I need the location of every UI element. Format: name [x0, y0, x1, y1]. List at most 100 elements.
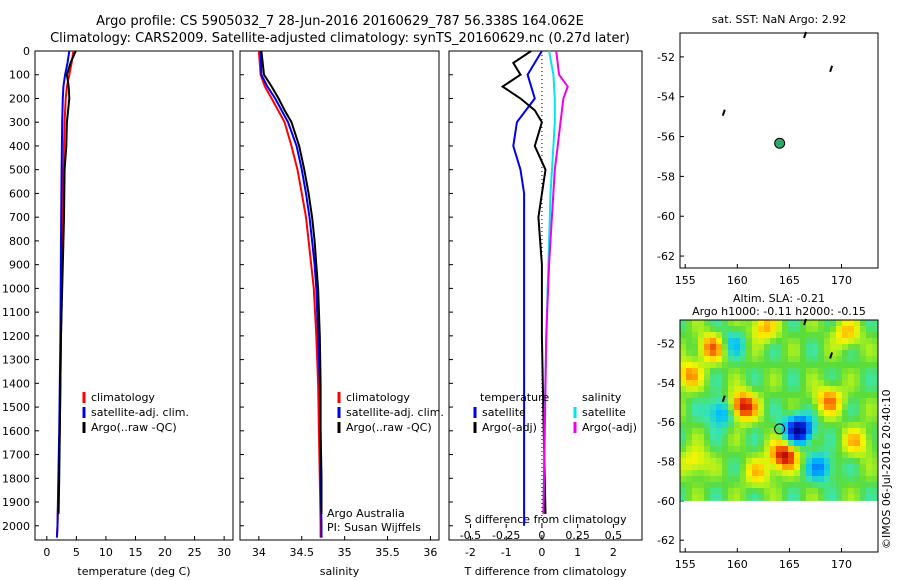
sla-heatmap-cell	[698, 392, 704, 398]
temperature-x-tick-label: 10	[99, 546, 113, 559]
sla-heatmap-cell	[854, 488, 860, 494]
sla-heatmap-cell	[806, 320, 812, 326]
sla-heatmap-cell	[716, 392, 722, 398]
sla-heatmap-cell	[776, 458, 782, 464]
sla-heatmap-cell	[866, 326, 872, 332]
sla-heatmap-cell	[800, 482, 806, 488]
sla-heatmap-cell	[818, 380, 824, 386]
sla-heatmap-cell	[782, 446, 788, 452]
sla-heatmap-cell	[848, 362, 854, 368]
sla-heatmap-cell	[776, 344, 782, 350]
sla-heatmap-cell	[752, 416, 758, 422]
sla-heatmap-cell	[788, 494, 794, 500]
depth-tick-label: 1400	[2, 377, 30, 390]
sla-heatmap-cell	[806, 500, 812, 501]
sla-heatmap-cell	[764, 500, 770, 501]
sla-heatmap-cell	[680, 350, 686, 356]
sla-heatmap-cell	[788, 464, 794, 470]
sla-heatmap-cell	[680, 494, 686, 500]
sla-heatmap-cell	[728, 446, 734, 452]
sla-heatmap-cell	[746, 356, 752, 362]
sla-heatmap-cell	[860, 452, 866, 458]
sla-heatmap-cell	[698, 356, 704, 362]
sla-heatmap-cell	[764, 428, 770, 434]
sla-heatmap-cell	[722, 500, 728, 501]
sla-heatmap-cell	[728, 392, 734, 398]
sla-heatmap-cell	[800, 428, 806, 434]
sla-heatmap-cell	[686, 440, 692, 446]
sla-heatmap-cell	[716, 338, 722, 344]
sla-heatmap-cell	[866, 404, 872, 410]
sla-heatmap-cell	[746, 392, 752, 398]
sla-heatmap-cell	[698, 470, 704, 476]
sla-heatmap-cell	[818, 362, 824, 368]
sla-heatmap-cell	[860, 374, 866, 380]
sla-heatmap-cell	[692, 338, 698, 344]
sla-heatmap-cell	[866, 410, 872, 416]
sla-heatmap-cell	[770, 344, 776, 350]
sla-heatmap-cell	[800, 350, 806, 356]
sla-heatmap-cell	[770, 464, 776, 470]
sla-heatmap-cell	[770, 380, 776, 386]
sla-heatmap-cell	[860, 494, 866, 500]
sla-heatmap-cell	[686, 434, 692, 440]
sla-heatmap-cell	[680, 452, 686, 458]
sla-heatmap-cell	[698, 410, 704, 416]
sla-heatmap-cell	[782, 422, 788, 428]
sla-heatmap-cell	[770, 332, 776, 338]
sla-heatmap-cell	[848, 482, 854, 488]
sla-heatmap-cell	[740, 458, 746, 464]
sla-heatmap-cell	[722, 368, 728, 374]
sla-heatmap-cell	[752, 446, 758, 452]
sla-heatmap-cell	[800, 326, 806, 332]
sla-heatmap-cell	[794, 428, 800, 434]
sla-heatmap-cell	[842, 416, 848, 422]
sla-heatmap-cell	[824, 452, 830, 458]
sla-heatmap-cell	[770, 422, 776, 428]
sla-heatmap-cell	[824, 494, 830, 500]
sla-heatmap-cell	[866, 422, 872, 428]
sla-heatmap-cell	[746, 476, 752, 482]
sla-heatmap-cell	[758, 350, 764, 356]
sla-heatmap-cell	[800, 362, 806, 368]
sla-heatmap-cell	[716, 440, 722, 446]
sla-heatmap-cell	[842, 440, 848, 446]
sla-heatmap-cell	[752, 422, 758, 428]
sla-heatmap-cell	[812, 392, 818, 398]
sla-heatmap-cell	[854, 320, 860, 326]
sla-heatmap-cell	[680, 368, 686, 374]
sla-heatmap-cell	[776, 476, 782, 482]
sla-heatmap-cell	[680, 464, 686, 470]
sla-heatmap-cell	[854, 356, 860, 362]
temperature-difference-tick-label: 1	[574, 546, 581, 559]
sla-heatmap-cell	[716, 464, 722, 470]
sla-heatmap-cell	[680, 488, 686, 494]
sla-heatmap-cell	[860, 488, 866, 494]
sla-heatmap-cell	[758, 416, 764, 422]
sla-heatmap-cell	[698, 380, 704, 386]
sla-heatmap-cell	[872, 416, 878, 422]
sla-heatmap-cell	[788, 470, 794, 476]
sla-heatmap-cell	[866, 476, 872, 482]
sla-heatmap-cell	[788, 488, 794, 494]
sla-heatmap-cell	[716, 470, 722, 476]
sla-heatmap-cell	[740, 320, 746, 326]
sla-heatmap-cell	[680, 338, 686, 344]
sla-heatmap-cell	[848, 332, 854, 338]
sla-heatmap-cell	[872, 458, 878, 464]
depth-tick-label: 1000	[2, 282, 30, 295]
sla-heatmap-cell	[770, 470, 776, 476]
sla-heatmap-cell	[710, 470, 716, 476]
sla-heatmap-cell	[740, 488, 746, 494]
sla-heatmap-cell	[794, 488, 800, 494]
sla-heatmap-cell	[848, 386, 854, 392]
sla-heatmap-cell	[866, 356, 872, 362]
sla-heatmap-cell	[800, 398, 806, 404]
sla-heatmap-cell	[722, 446, 728, 452]
sla-heatmap-cell	[716, 344, 722, 350]
sla-heatmap-cell	[722, 320, 728, 326]
sla-heatmap-cell	[872, 494, 878, 500]
temperature-difference-tick-label: -2	[465, 546, 476, 559]
sst-map-lat-tick-label: -56	[657, 131, 675, 144]
sla-heatmap-cell	[824, 398, 830, 404]
